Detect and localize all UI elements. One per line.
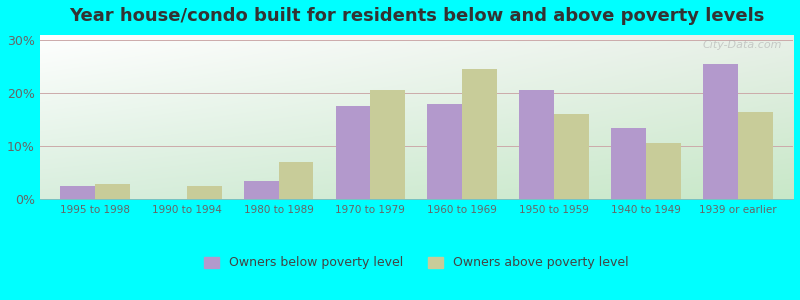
Text: City-Data.com: City-Data.com — [702, 40, 782, 50]
Bar — [554, 114, 589, 199]
Bar — [278, 162, 314, 199]
Legend: Owners below poverty level, Owners above poverty level: Owners below poverty level, Owners above… — [199, 251, 634, 274]
Title: Year house/condo built for residents below and above poverty levels: Year house/condo built for residents bel… — [69, 7, 764, 25]
Bar — [95, 184, 130, 199]
Bar — [60, 186, 95, 199]
Bar — [519, 91, 554, 199]
Bar — [370, 91, 406, 199]
Bar — [738, 112, 773, 199]
Bar — [703, 64, 738, 199]
Bar — [611, 128, 646, 199]
Bar — [244, 181, 278, 199]
Bar — [646, 143, 681, 199]
Bar — [462, 69, 498, 199]
Bar — [335, 106, 370, 199]
Bar — [186, 186, 222, 199]
Bar — [427, 104, 462, 199]
